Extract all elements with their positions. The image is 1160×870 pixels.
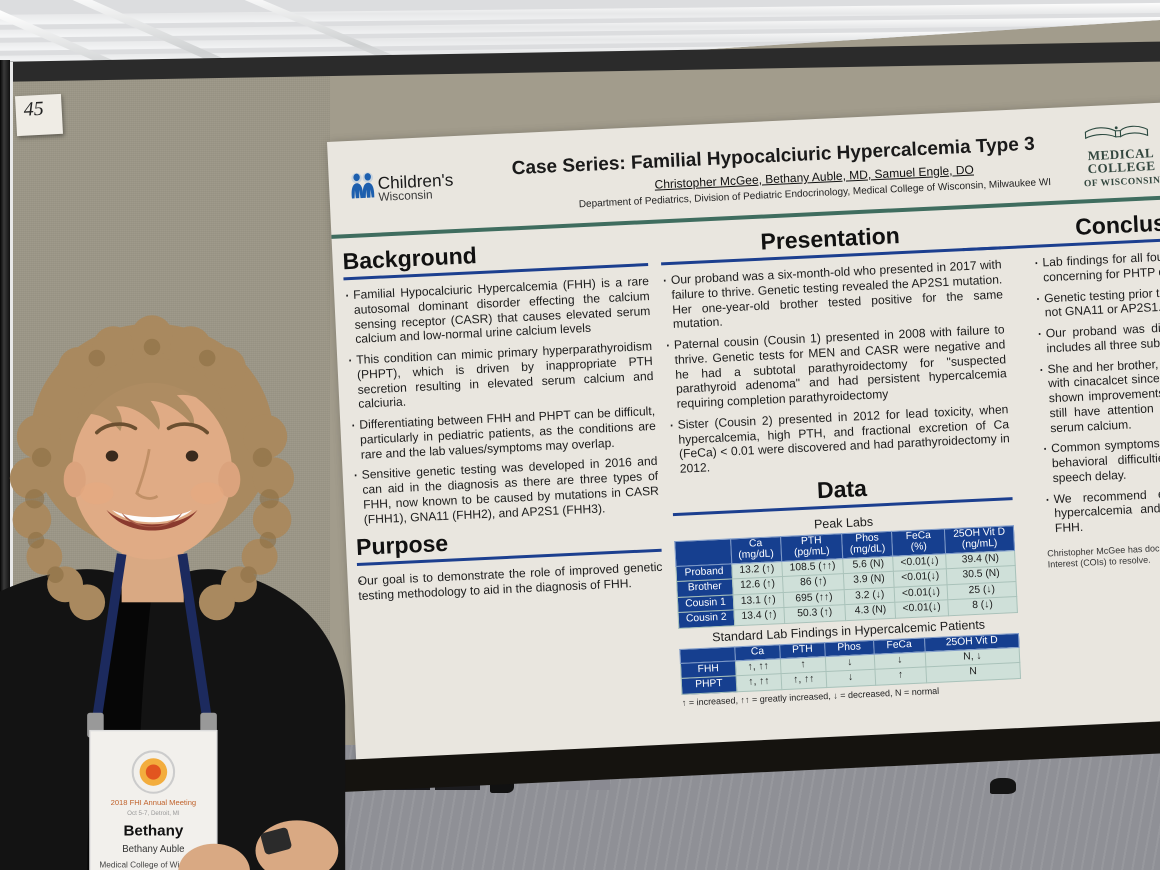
svg-text:Oct 5-7, Detroit, MI: Oct 5-7, Detroit, MI [127,810,180,817]
svg-text:Bethany Auble: Bethany Auble [122,844,184,855]
svg-text:2018 FHI Annual Meeting: 2018 FHI Annual Meeting [111,798,197,807]
svg-text:Bethany: Bethany [123,823,183,840]
